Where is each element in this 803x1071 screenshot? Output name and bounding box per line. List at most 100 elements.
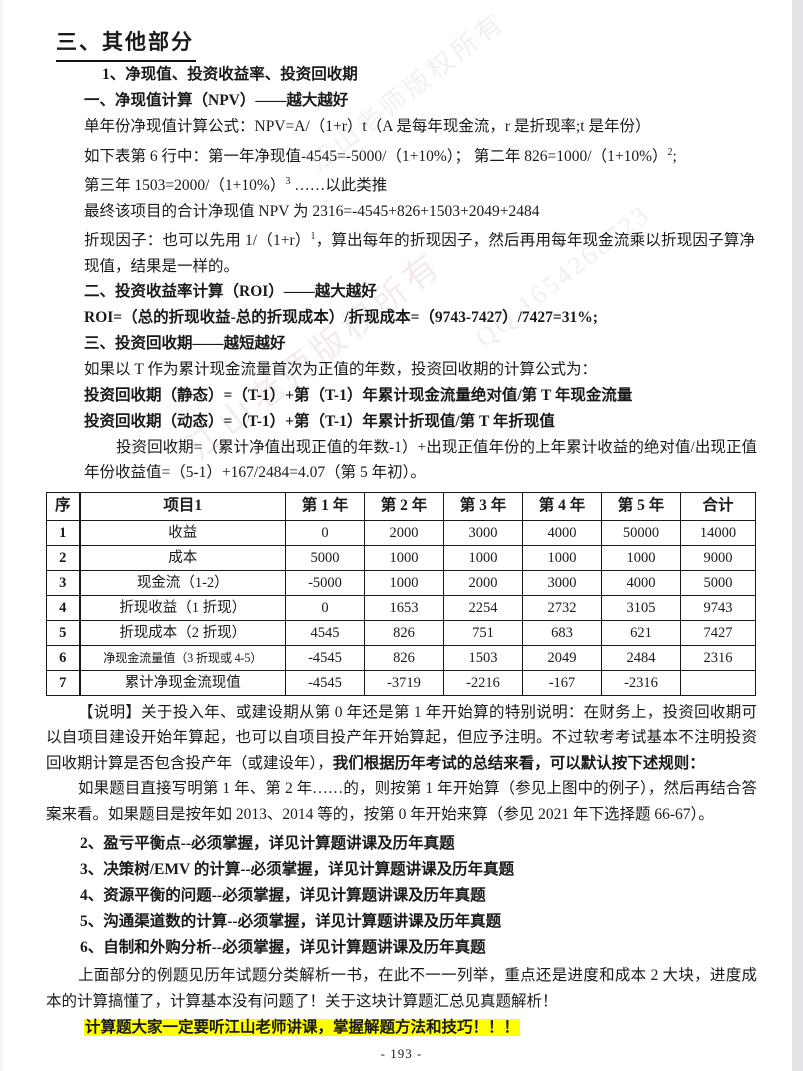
npv-example3-text-a: 第三年 1503=2000/（1+10%）: [84, 177, 286, 195]
roi-heading: 二、投资收益率计算（ROI）——越大越好: [84, 283, 377, 301]
topic-number-line: 1、净现值、投资收益率、投资回收期: [102, 66, 358, 83]
table-row: 3 现金流（1-2） -5000 1000 2000 3000 4000 5000: [46, 569, 756, 596]
table-cell-value: 2049: [522, 644, 602, 671]
table-cell-index: 5: [46, 619, 81, 646]
calculation-table: 序 项目1 第 1 年 第 2 年 第 3 年 第 4 年 第 5 年 合计 1…: [46, 491, 756, 696]
page-number: - 193 -: [380, 1046, 423, 1062]
table-cell-value: 2254: [443, 594, 523, 621]
table-row: 2 成本 5000 1000 1000 1000 1000 9000: [46, 544, 756, 571]
payback-example-block: 投资回收期=（累计净值出现正值的年数-1）+出现正值年份的上年累计收益的绝对值/…: [0, 435, 803, 486]
table-cell-item: 成本: [79, 544, 286, 571]
table-row: 6 净现金流量值（3 折现或 4-5） -4545 826 1503 2049 2484 23…: [46, 644, 756, 671]
table-cell-value: 5000: [285, 544, 365, 571]
table-cell-item: 折现成本（2 折现）: [79, 619, 286, 646]
table-row: 1 收益 0 2000 3000 4000 50000 14000: [46, 519, 756, 546]
table-cell-item: 收益: [79, 519, 286, 546]
table-cell-value: 0: [285, 594, 365, 621]
table-cell-value: 2316: [680, 644, 756, 671]
table-header-cell: 第 4 年: [522, 491, 602, 521]
payback-heading: 三、投资回收期——越短越好: [84, 335, 286, 353]
table-cell-value: 683: [522, 619, 602, 646]
note-block: 【说明】关于投入年、或建设期从第 0 年还是第 1 年开始算的特别说明：在财务上…: [0, 696, 803, 828]
npv-exponent-3: 3: [285, 176, 291, 188]
table-row: 4 折现收益（1 折现） 0 1653 2254 2732 3105 9743: [46, 594, 756, 621]
list-item: 3、决策树/EMV 的计算--必须掌握，详见计算题讲课及历年真题: [80, 861, 515, 879]
table-cell-value: 4000: [522, 519, 602, 546]
table-cell-value: -4545: [285, 644, 365, 671]
payback-intro: 如果以 T 作为累计现金流量首次为正值的年数，投资回收期的计算公式为：: [84, 361, 597, 379]
table-cell-value: 1000: [522, 544, 602, 571]
list-item: 6、自制和外购分析--必须掌握，详见计算题讲课及历年真题: [80, 939, 486, 957]
discount-factor-text-b: ，算出每年的折现因子，然后再用每年现金流乘以折现因子算净现值，结果是一样的。: [84, 232, 755, 275]
table-cell-value: 1503: [443, 644, 523, 671]
table-cell-value: 1000: [364, 544, 444, 571]
table-cell-value: 621: [601, 619, 681, 646]
table-cell-value: -4545: [285, 669, 365, 696]
table-body: 1 收益 0 2000 3000 4000 50000 14000 2 成本 5000 1000 100…: [46, 519, 756, 696]
table-header-cell: 合计: [680, 491, 756, 521]
table-cell-value: 2484: [601, 644, 681, 671]
table-cell-item: 累计净现金流现值: [79, 669, 286, 696]
table-cell-value: -3719: [364, 669, 444, 696]
table-header-cell: 第 5 年: [601, 491, 681, 521]
npv-example3-text-b: ……以此类推: [290, 177, 388, 195]
npv-example-line-2: 第三年 1503=2000/（1+10%）3 ……以此类推: [84, 169, 755, 199]
table-cell-value: 1000: [443, 544, 523, 571]
table-row: 7 累计净现金流现值 -4545 -3719 -2216 -167 -2316: [46, 669, 756, 696]
table-cell-value: -167: [522, 669, 602, 696]
page-edge-right: [792, 0, 803, 1071]
table-cell-value: 3000: [522, 569, 602, 596]
note-text-normal: 【说明】关于投入年、或建设期从第 0 年还是第 1 年开始算的特别说明：在财务上…: [46, 703, 757, 772]
note-paragraph: 【说明】关于投入年、或建设期从第 0 年还是第 1 年开始算的特别说明：在财务上…: [46, 700, 757, 777]
table-cell-value: 751: [443, 619, 523, 646]
table-header-cell: 第 2 年: [364, 491, 444, 521]
table-cell-value: 826: [364, 644, 444, 671]
body-content: 1、净现值、投资收益率、投资回收期 一、净现值计算（NPV）——越大越好 单年份…: [0, 62, 803, 435]
table-cell-value: 4000: [601, 569, 681, 596]
table-cell-value: 1000: [601, 544, 681, 571]
table-header-row: 序 项目1 第 1 年 第 2 年 第 3 年 第 4 年 第 5 年 合计: [46, 491, 756, 521]
table-cell-value: 7427: [680, 619, 756, 646]
discount-factor-line: 折现因子：也可以先用 1/（1+r）1，算出每年的折现因子，然后再用每年现金流乘…: [84, 224, 755, 279]
calculation-table-wrap: 序 项目1 第 1 年 第 2 年 第 3 年 第 4 年 第 5 年 合计 1…: [0, 486, 803, 696]
topic-list-block: 2、盈亏平衡点--必须掌握，详见计算题讲课及历年真题 3、决策树/EMV 的计算-…: [0, 827, 803, 961]
npv-example-line-1: 如下表第 6 行中：第一年净现值-4545=-5000/（1+10%）； 第二年…: [84, 140, 755, 170]
table-cell-value: -2216: [443, 669, 523, 696]
discount-exponent-1: 1: [310, 231, 316, 243]
table-cell-value: -2316: [601, 669, 681, 696]
note-rule-paragraph: 如果题目直接写明第 1 年、第 2 年……的，则按第 1 年开始算（参见上图中的…: [46, 780, 757, 823]
topic-list: 2、盈亏平衡点--必须掌握，详见计算题讲课及历年真题 3、决策树/EMV 的计算-…: [46, 831, 757, 961]
table-cell-value: 14000: [680, 519, 756, 546]
table-header-cell: 项目1: [79, 491, 286, 521]
payback-dynamic-formula: 投资回收期（动态）=（T-1）+第（T-1）年累计折现值/第 T 年折现值: [84, 412, 555, 430]
table-header-cell: 序: [46, 491, 81, 521]
table-cell-value: 1653: [364, 594, 444, 621]
page-edge-left: [0, 0, 3, 1071]
table-cell-value: 826: [364, 619, 444, 646]
npv-example-text-b: ;: [672, 147, 677, 165]
table-cell-index: 7: [46, 669, 81, 696]
table-cell-value: [680, 669, 756, 696]
roi-formula: ROI=（总的折现收益-总的折现成本）/折现成本=（9743-7427）/742…: [84, 309, 598, 327]
closing-paragraph: 上面部分的例题见历年试题分类解析一书，在此不一一列举，重点还是进度和成本 2 大…: [46, 967, 757, 1010]
list-item: 5、沟通渠道数的计算--必须掌握，详见计算题讲课及历年真题: [80, 913, 502, 931]
table-cell-index: 4: [46, 594, 81, 621]
npv-formula-line: 单年份净现值计算公式：NPV=A/（1+r）t（A 是每年现金流，r 是折现率;…: [84, 118, 651, 135]
table-row: 5 折现成本（2 折现） 4545 826 751 683 621 7427: [46, 619, 756, 646]
table-cell-value: -5000: [285, 569, 365, 596]
table-cell-value: 2000: [364, 519, 444, 546]
table-header-cell: 第 3 年: [443, 491, 523, 521]
table-cell-value: 5000: [680, 569, 756, 596]
table-cell-value: 2732: [522, 594, 602, 621]
table-cell-value: 3000: [443, 519, 523, 546]
payback-static-formula: 投资回收期（静态）=（T-1）+第（T-1）年累计现金流量绝对值/第 T 年现金…: [84, 386, 633, 404]
discount-factor-text-a: 折现因子：也可以先用 1/（1+r）: [84, 232, 311, 250]
table-cell-value: 4545: [285, 619, 365, 646]
table-cell-index: 1: [46, 519, 81, 546]
table-cell-value: 3105: [601, 594, 681, 621]
page-title: 三、其他部分: [56, 30, 194, 54]
title-underline: [56, 60, 196, 62]
highlight-block: 计算题大家一定要听江山老师讲课，掌握解题方法和技巧！！！: [0, 1014, 803, 1040]
table-cell-index: 2: [46, 544, 81, 571]
